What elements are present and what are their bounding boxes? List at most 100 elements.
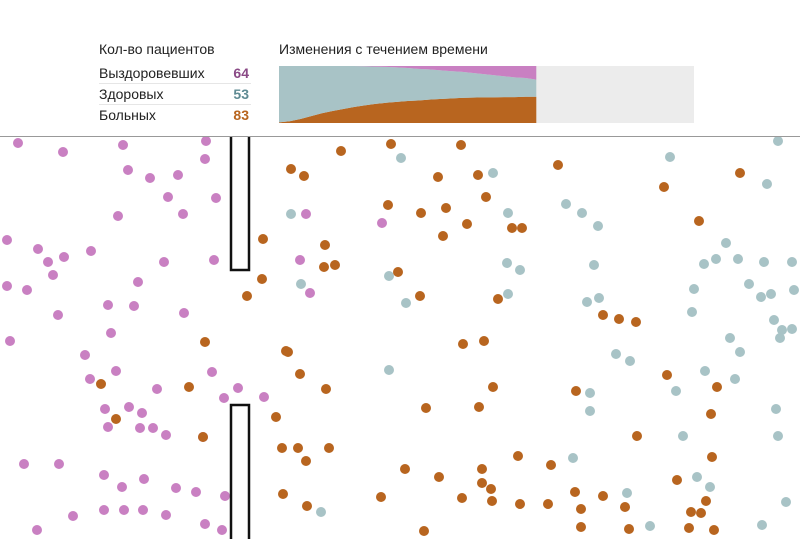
patient-dot-recovered [259,392,269,402]
patient-dot-recovered [123,165,133,175]
patient-dot-recovered [295,255,305,265]
patient-dot-healthy [756,292,766,302]
patient-dot-sick [336,146,346,156]
patient-dot-sick [421,403,431,413]
patient-dot-sick [324,443,334,453]
patient-dot-recovered [103,300,113,310]
patient-dot-healthy [665,152,675,162]
patient-dot-sick [701,496,711,506]
patient-dot-recovered [54,459,64,469]
patient-dot-recovered [233,383,243,393]
patient-dot-healthy [296,279,306,289]
patient-dot-sick [631,317,641,327]
patient-dot-recovered [161,510,171,520]
patient-dot-recovered [22,285,32,295]
patient-dot-sick [515,499,525,509]
over-time-title: Изменения с течением времени [279,41,488,57]
patient-dot-healthy [699,259,709,269]
patient-dot-healthy [689,284,699,294]
stats-title: Кол-во пациентов [99,41,215,57]
patient-dot-healthy [645,521,655,531]
patient-dot-recovered [377,218,387,228]
patient-dot-sick [111,414,121,424]
patient-dot-sick [543,499,553,509]
patient-dot-healthy [773,137,783,146]
patient-dot-healthy [611,349,621,359]
patient-dot-recovered [135,423,145,433]
patient-dot-healthy [589,260,599,270]
patient-dot-healthy [773,431,783,441]
patient-dot-recovered [19,459,29,469]
patient-dot-recovered [118,140,128,150]
patient-dot-recovered [119,505,129,515]
patient-dot-sick [686,507,696,517]
patient-dot-recovered [80,350,90,360]
patient-dot-healthy [787,324,797,334]
simulation-arena[interactable] [0,136,800,539]
patient-dot-healthy [687,307,697,317]
patient-dot-recovered [305,288,315,298]
patient-dot-healthy [757,520,767,530]
patient-dot-recovered [163,192,173,202]
stat-label-recovered: Выздоровевших [99,65,205,81]
patient-dot-sick [257,274,267,284]
patient-dot-recovered [207,367,217,377]
patient-dot-sick [696,508,706,518]
patient-dot-sick [258,234,268,244]
patient-dot-sick [456,140,466,150]
patient-dot-sick [481,192,491,202]
patient-dot-sick [320,240,330,250]
patient-dot-healthy [787,257,797,267]
patient-dot-healthy [771,404,781,414]
patient-dot-recovered [191,487,201,497]
patient-dot-sick [488,382,498,392]
patient-dot-recovered [85,374,95,384]
patient-dot-sick [319,262,329,272]
patient-dot-sick [457,493,467,503]
patient-dot-sick [694,216,704,226]
patient-dot-sick [614,314,624,324]
arena-canvas[interactable] [0,137,800,539]
patient-dot-healthy [515,265,525,275]
patient-dot-sick [493,294,503,304]
patient-dot-healthy [759,257,769,267]
stat-label-sick: Больных [99,107,156,123]
patient-dot-sick [299,171,309,181]
patient-dot-sick [517,223,527,233]
patient-dot-healthy [286,209,296,219]
area-sick [279,96,537,123]
patient-stats-panel: Кол-во пациентов Выздоровевших 64 Здоров… [99,38,251,125]
patient-dot-sick [184,382,194,392]
patient-dot-sick [513,451,523,461]
patient-dot-sick [330,260,340,270]
patient-dot-healthy [733,254,743,264]
patient-dot-sick [278,489,288,499]
patient-dot-recovered [59,252,69,262]
patient-dot-sick [438,231,448,241]
patient-dot-sick [242,291,252,301]
patient-dot-healthy [671,386,681,396]
stat-value-healthy: 53 [233,86,249,102]
patient-dot-recovered [117,482,127,492]
patient-dot-recovered [219,393,229,403]
patient-dot-sick [662,370,672,380]
patient-dot-sick [553,160,563,170]
patient-dots [2,137,799,536]
patient-dot-recovered [100,404,110,414]
patient-dot-recovered [13,138,23,148]
patient-dot-sick [712,382,722,392]
patient-dot-sick [571,386,581,396]
patient-dot-sick [321,384,331,394]
patient-dot-healthy [730,374,740,384]
patient-dot-recovered [103,422,113,432]
patient-dot-healthy [744,279,754,289]
patient-dot-sick [419,526,429,536]
patient-dot-healthy [766,289,776,299]
patient-dot-healthy [705,482,715,492]
patient-dot-healthy [692,472,702,482]
patient-dot-healthy [384,271,394,281]
patient-dot-healthy [777,325,787,335]
patient-dot-healthy [725,333,735,343]
stat-value-sick: 83 [233,107,249,123]
patient-dot-healthy [789,285,799,295]
